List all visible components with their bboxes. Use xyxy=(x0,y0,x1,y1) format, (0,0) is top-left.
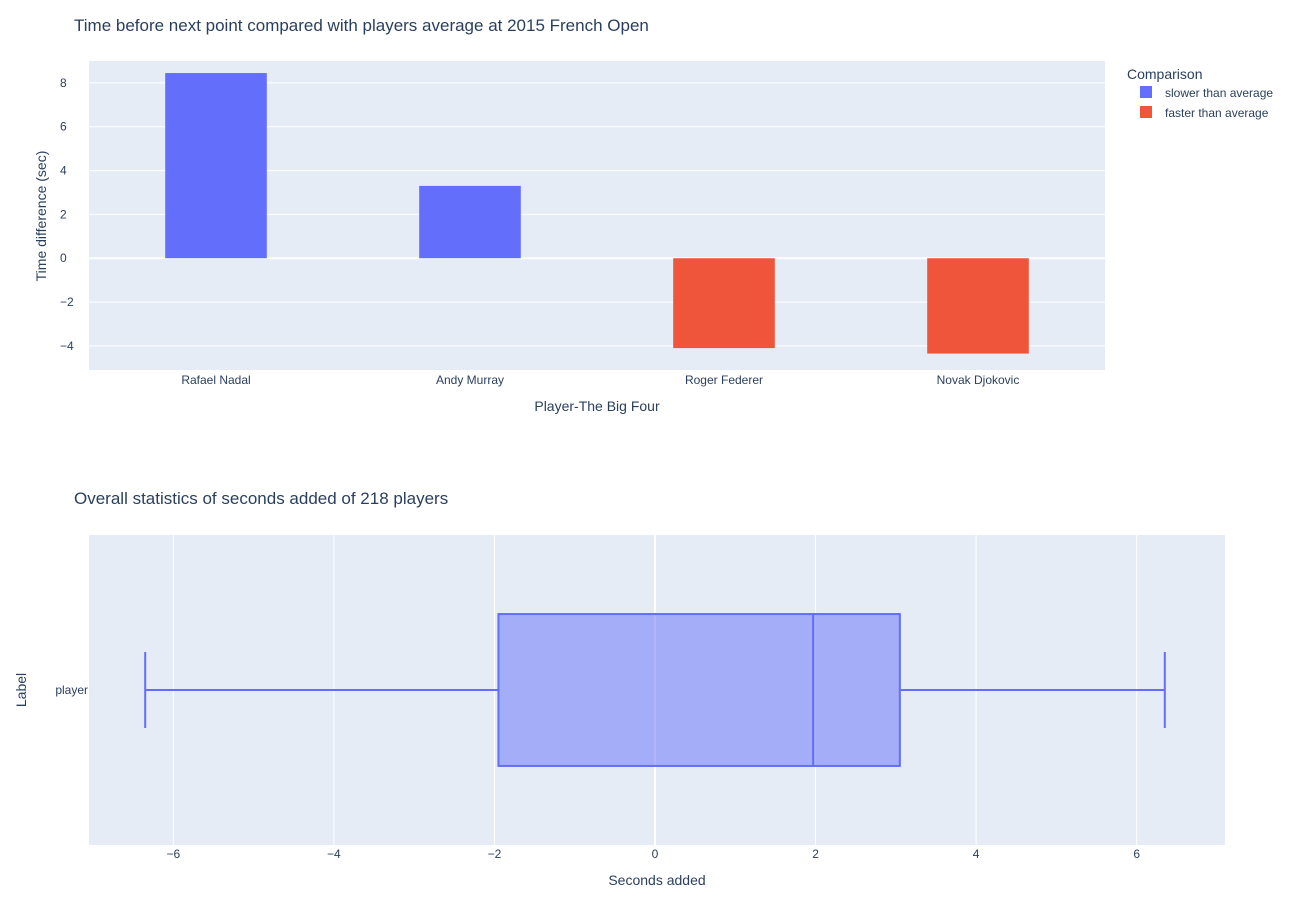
bar-y-tick-label: −4 xyxy=(60,339,74,353)
bar-y-tick-label: 8 xyxy=(60,76,67,90)
bar-y-tick-label: 4 xyxy=(60,164,67,178)
bar-x-tick-labels: Rafael Nadal Andy Murray Roger Federer Nova… xyxy=(181,373,1019,387)
box-iqr[interactable] xyxy=(497,613,901,767)
bar-roger-federer[interactable] xyxy=(673,258,775,349)
box-x-tick-label: 6 xyxy=(1133,847,1140,861)
bar-x-axis-title: Player-The Big Four xyxy=(534,398,660,414)
legend-swatch-slower[interactable] xyxy=(1140,86,1152,98)
bar-y-tick-label: −2 xyxy=(60,295,74,309)
bar-y-tick-label: 0 xyxy=(60,251,67,265)
bar-rafael-nadal[interactable] xyxy=(165,73,267,259)
legend-label-faster[interactable]: faster than average xyxy=(1165,106,1269,120)
box-x-tick-label: −2 xyxy=(488,847,502,861)
bar-y-tick-label: 2 xyxy=(60,207,67,221)
bar-y-tick-labels: −4 −2 0 2 4 6 8 xyxy=(60,76,74,353)
bar-y-axis-title: Time difference (sec) xyxy=(33,151,49,282)
legend-title: Comparison xyxy=(1127,66,1202,82)
box-x-tick-label: 4 xyxy=(973,847,980,861)
bar-x-tick-label: Andy Murray xyxy=(436,373,504,387)
box-x-tick-label: −4 xyxy=(327,847,341,861)
bar-x-tick-label: Rafael Nadal xyxy=(181,373,250,387)
box-y-category-label: player xyxy=(55,683,88,697)
box-y-axis-title: Label xyxy=(13,673,29,707)
box-x-tick-labels: −6 −4 −2 0 2 4 6 xyxy=(166,847,1140,861)
legend-label-slower[interactable]: slower than average xyxy=(1165,86,1273,100)
bar-chart-title: Time before next point compared with pla… xyxy=(74,16,649,35)
box-x-tick-label: 2 xyxy=(812,847,819,861)
legend-swatch-faster[interactable] xyxy=(1140,106,1152,118)
box-x-tick-label: −6 xyxy=(166,847,180,861)
bar-x-tick-label: Novak Djokovic xyxy=(937,373,1020,387)
bar-andy-murray[interactable] xyxy=(419,185,521,259)
box-x-axis-title: Seconds added xyxy=(608,872,705,888)
bar-x-tick-label: Roger Federer xyxy=(685,373,763,387)
bar-novak-djokovic[interactable] xyxy=(927,258,1029,354)
bar-y-tick-label: 6 xyxy=(60,120,67,134)
box-plot-series xyxy=(144,613,1166,767)
box-x-tick-label: 0 xyxy=(652,847,659,861)
box-chart-title: Overall statistics of seconds added of 2… xyxy=(74,489,448,508)
bar-series xyxy=(165,73,1029,354)
legend: Comparison slower than average faster th… xyxy=(1127,66,1273,120)
